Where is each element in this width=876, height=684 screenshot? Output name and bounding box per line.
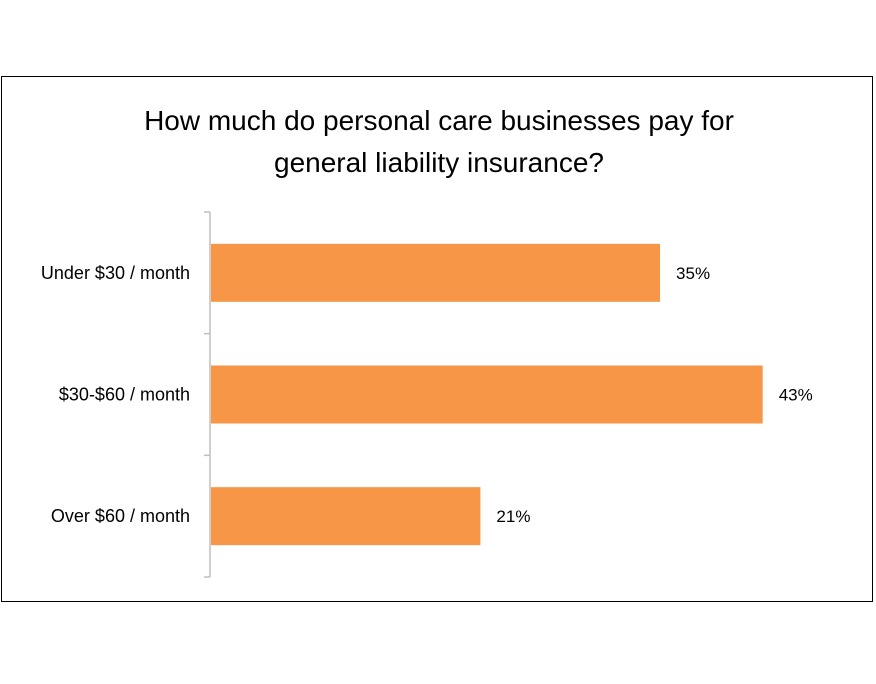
category-label-1: Under $30 / month (41, 263, 190, 283)
bar-chart: How much do personal care businesses pay… (41, 105, 813, 578)
labels: Under $30 / month 35% $30-$60 / month 43% Ov… (41, 263, 813, 526)
chart-title-line-1: How much do personal care businesses pay… (144, 105, 734, 136)
category-axis (204, 211, 211, 578)
bars (211, 243, 763, 546)
bar-1 (211, 243, 661, 302)
data-label-2: 43% (779, 386, 813, 405)
bar-2 (211, 365, 763, 424)
category-label-2: $30-$60 / month (59, 385, 190, 405)
data-label-1: 35% (676, 264, 710, 283)
data-label-3: 21% (496, 507, 530, 526)
bar-3 (211, 487, 481, 546)
chart-title-line-2: general liability insurance? (274, 147, 604, 178)
category-label-3: Over $60 / month (51, 506, 190, 526)
chart-frame: How much do personal care businesses pay… (1, 76, 873, 602)
